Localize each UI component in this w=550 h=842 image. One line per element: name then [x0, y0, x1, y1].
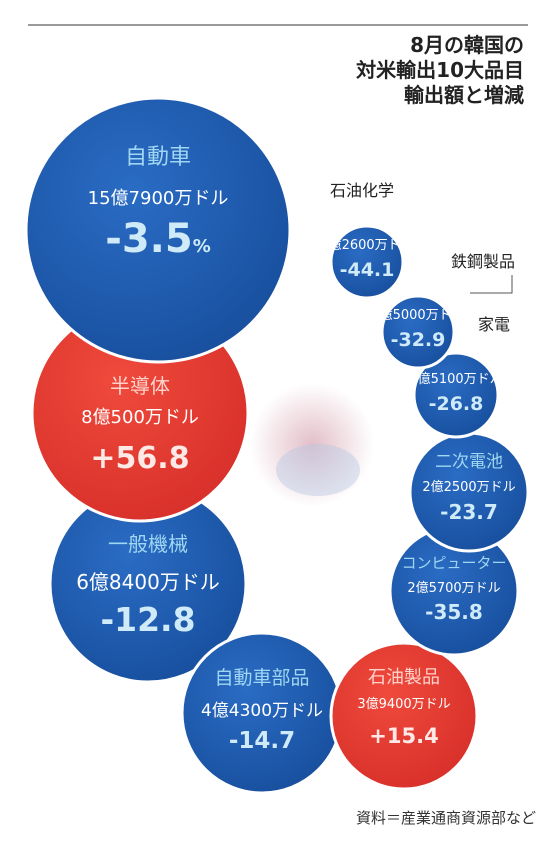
bubble-circle [412, 351, 500, 439]
bubble-item-5: コンピューター 2億5700万ドル -35.8 [388, 525, 520, 657]
title-line-1: 8月の韓国の [410, 33, 524, 57]
bubble-name: コンピューター [401, 554, 506, 572]
bubble-amount: 1億5100万ドル [409, 371, 502, 387]
bubble-change: -32.9 [391, 329, 446, 351]
bubble-change: +15.4 [369, 724, 438, 748]
title-line-2: 対米輸出10大品目 [356, 58, 524, 82]
bubble-amount: 1億5000万ドル [371, 307, 464, 323]
bubble-change-unit: % [193, 236, 211, 257]
bubble-circle [329, 224, 405, 300]
bubble-name: 二次電池 [435, 452, 503, 472]
bubble-name: 自動車部品 [214, 667, 309, 689]
bubble-item-3: 1億5100万ドル -26.8 [409, 351, 503, 439]
bubble-item-6: 石油製品 3億9400万ドル +15.4 [329, 641, 479, 791]
leader-lines [470, 275, 513, 294]
bubble-amount: 1億2600万ドル [320, 237, 413, 253]
bubble-item-4: 二次電池 2億2500万ドル -23.7 [408, 431, 530, 553]
external-label-item-1: 石油化学 [330, 181, 394, 200]
bubble-circle [24, 96, 292, 364]
bubble-amount: 4億4300万ドル [201, 701, 323, 721]
bubble-change: -44.1 [340, 259, 395, 281]
bubble-change: +56.8 [90, 441, 189, 476]
bubble-change: -14.7 [229, 728, 295, 754]
leader-line-item-2 [470, 275, 513, 294]
bubble-name: 石油製品 [368, 667, 440, 688]
title-line-3: 輸出額と増減 [404, 83, 524, 107]
bubble-amount: 2億5700万ドル [407, 580, 500, 596]
bubble-name: 半導体 [110, 374, 170, 398]
bubble-amount: 2億2500万ドル [422, 479, 515, 495]
background-emblem [250, 383, 374, 507]
bubble-change: -23.7 [440, 500, 498, 524]
bubble-change: -12.8 [100, 600, 195, 639]
bubble-item-1: 1億2600万ドル -44.1 [320, 224, 414, 300]
bubble-change: -35.8 [425, 600, 483, 624]
bubble-item-7: 自動車部品 4億4300万ドル -14.7 [180, 631, 344, 795]
bubble-name: 一般機械 [108, 532, 188, 556]
bubble-circle [329, 641, 479, 791]
bubble-change: -26.8 [429, 393, 484, 415]
bubble-amount: 15億7900万ドル [88, 188, 229, 209]
external-label-item-3: 家電 [478, 315, 510, 334]
top-rule [28, 24, 528, 26]
chart-title: 8月の韓国の 対米輸出10大品目 輸出額と増減 [356, 33, 524, 108]
source-note: 資料＝産業通商資源部など [355, 809, 536, 827]
external-label-item-2: 鉄鋼製品 [451, 252, 515, 271]
bubble-amount: 6億8400万ドル [76, 570, 220, 594]
bubble-item-9: 半導体 8億500万ドル +56.8 [30, 303, 250, 523]
bubble-item-2: 1億5000万ドル -32.9 [371, 294, 465, 370]
bubble-name: 自動車 [125, 145, 191, 170]
bubble-circle [380, 294, 456, 370]
bubble-amount: 8億500万ドル [81, 407, 199, 428]
bubble-amount: 3億9400万ドル [357, 696, 450, 712]
